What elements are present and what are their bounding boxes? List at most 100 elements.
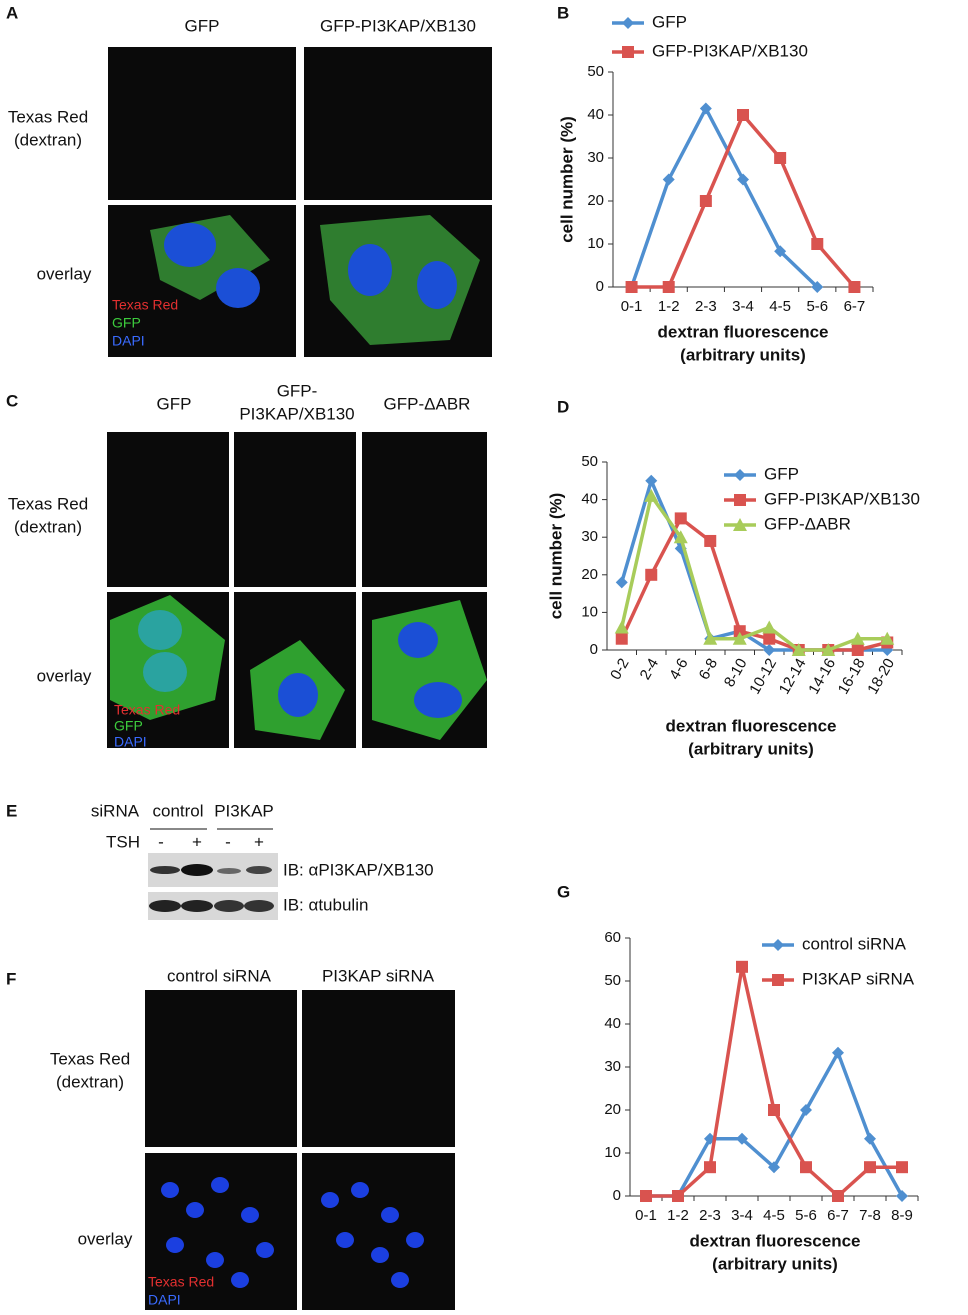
cells (161, 1177, 424, 1288)
marker (737, 109, 749, 121)
row-label: (dextran) (14, 130, 82, 149)
y-tick-label: 10 (581, 603, 598, 620)
sign: + (254, 832, 264, 851)
panel-label: C (6, 391, 18, 410)
x-tick-label: 7-8 (859, 1207, 881, 1224)
marker (800, 1161, 812, 1174)
x-tick-label: 5-6 (806, 298, 828, 315)
marker (772, 974, 784, 986)
y-tick-label: 50 (581, 453, 598, 470)
marker (762, 620, 777, 634)
marker (734, 469, 746, 481)
marker (880, 631, 895, 645)
marker (850, 631, 865, 645)
marker (662, 281, 675, 293)
micrograph (108, 47, 296, 200)
micrograph (234, 432, 356, 587)
row-label: Texas Red (8, 494, 88, 513)
marker (896, 1190, 908, 1202)
x-axis-label: dextran fluorescence (657, 322, 828, 341)
legend-text: control siRNA (802, 934, 907, 953)
y-axis-label: cell number (%) (546, 493, 565, 620)
y-tick-label: 50 (604, 972, 621, 989)
x-axis-label: (arbitrary units) (712, 1254, 838, 1273)
marker (673, 530, 688, 544)
micrograph (302, 1153, 455, 1310)
x-tick-label: 6-8 (696, 655, 722, 682)
marker (734, 494, 746, 506)
row-label: overlay (78, 1229, 133, 1248)
panel-label: B (557, 3, 569, 22)
column-label: GFP- (277, 381, 318, 400)
marker (644, 488, 659, 502)
marker (699, 195, 712, 207)
series-line (631, 113, 856, 289)
blot-label: IB: αPI3KAP/XB130 (283, 860, 434, 879)
y-tick-label: 30 (587, 149, 604, 166)
marker (645, 474, 658, 487)
column-label: PI3KAP siRNA (322, 966, 435, 985)
group-label: PI3KAP (214, 801, 274, 820)
x-tick-label: 3-4 (732, 298, 754, 315)
legend-text: DAPI (148, 1292, 181, 1308)
marker (832, 1190, 844, 1202)
marker (736, 960, 748, 973)
y-tick-label: 30 (604, 1058, 621, 1075)
marker (614, 620, 629, 634)
row-label: (dextran) (14, 517, 82, 536)
marker (768, 1104, 780, 1116)
y-tick-label: 0 (590, 641, 598, 658)
marker (768, 1161, 780, 1174)
marker (703, 631, 718, 645)
marker (699, 102, 712, 115)
x-tick-label: 8-10 (721, 655, 751, 690)
series-line (620, 494, 888, 652)
y-tick-label: 60 (604, 929, 621, 946)
series-line (620, 516, 888, 652)
marker (763, 632, 776, 645)
marker (704, 1161, 716, 1174)
row-label: Texas Red (50, 1049, 130, 1068)
y-tick-label: 10 (604, 1144, 621, 1161)
x-tick-label: 10-12 (746, 655, 780, 697)
marker (821, 643, 836, 656)
group-label: control (152, 801, 203, 820)
row-label: overlay (37, 264, 92, 283)
marker (851, 644, 864, 656)
x-axis-label: (arbitrary units) (680, 345, 806, 364)
marker (737, 173, 749, 186)
legend-text: PI3KAP siRNA (802, 969, 915, 988)
marker (704, 534, 717, 547)
row-label: Texas Red (8, 107, 88, 126)
x-tick-label: 14-16 (805, 655, 839, 697)
x-tick-label: 2-4 (637, 655, 663, 682)
legend-text: GFP (114, 718, 143, 734)
marker (896, 1161, 908, 1174)
marker (848, 281, 861, 293)
column-label: GFP (185, 16, 220, 35)
marker (622, 17, 634, 29)
row-label: siRNA (91, 801, 140, 820)
x-tick-label: 12-14 (776, 655, 810, 697)
x-tick-label: 0-1 (635, 1207, 657, 1224)
column-label: GFP-PI3KAP/XB130 (320, 16, 476, 35)
y-tick-label: 20 (604, 1101, 621, 1118)
marker (774, 152, 787, 164)
panel-label: G (557, 882, 570, 901)
y-axis-label: cell number (%) (557, 116, 576, 243)
sign: - (225, 832, 231, 851)
micrograph (145, 990, 297, 1147)
legend-text: GFP-PI3KAP/XB130 (652, 41, 808, 60)
marker (640, 1190, 652, 1202)
legend-text: GFP-PI3KAP/XB130 (764, 489, 920, 508)
micrograph (302, 990, 455, 1147)
x-tick-label: 0-2 (607, 655, 633, 682)
marker (622, 46, 634, 58)
marker (732, 631, 747, 645)
x-tick-label: 5-6 (795, 1207, 817, 1224)
y-tick-label: 10 (587, 235, 604, 252)
panel-label: F (6, 969, 16, 988)
legend-text: Texas Red (114, 702, 180, 718)
y-tick-label: 30 (581, 528, 598, 545)
y-tick-label: 40 (587, 106, 604, 123)
